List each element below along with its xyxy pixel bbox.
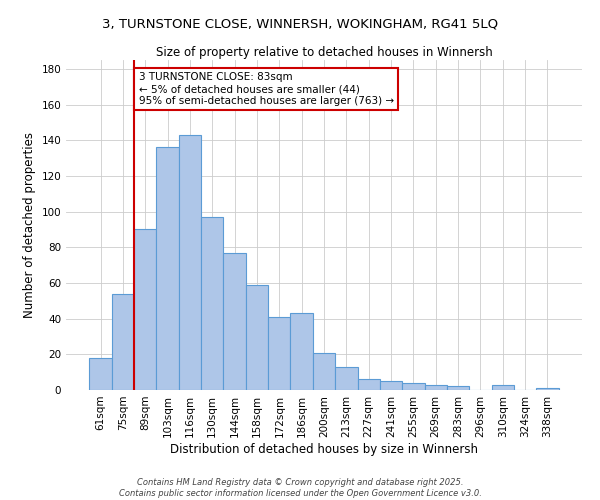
Bar bbox=[290, 314, 313, 390]
Bar bbox=[179, 135, 201, 390]
Bar bbox=[157, 148, 179, 390]
Bar bbox=[201, 217, 223, 390]
Bar bbox=[313, 352, 335, 390]
Bar bbox=[89, 358, 112, 390]
Bar bbox=[425, 384, 447, 390]
Bar bbox=[447, 386, 469, 390]
Bar bbox=[402, 383, 425, 390]
Text: 3 TURNSTONE CLOSE: 83sqm
← 5% of detached houses are smaller (44)
95% of semi-de: 3 TURNSTONE CLOSE: 83sqm ← 5% of detache… bbox=[139, 72, 394, 106]
Bar bbox=[112, 294, 134, 390]
Bar bbox=[335, 367, 358, 390]
X-axis label: Distribution of detached houses by size in Winnersh: Distribution of detached houses by size … bbox=[170, 442, 478, 456]
Bar bbox=[246, 285, 268, 390]
Text: 3, TURNSTONE CLOSE, WINNERSH, WOKINGHAM, RG41 5LQ: 3, TURNSTONE CLOSE, WINNERSH, WOKINGHAM,… bbox=[102, 18, 498, 30]
Bar bbox=[491, 384, 514, 390]
Title: Size of property relative to detached houses in Winnersh: Size of property relative to detached ho… bbox=[155, 46, 493, 59]
Bar bbox=[380, 381, 402, 390]
Text: Contains HM Land Registry data © Crown copyright and database right 2025.
Contai: Contains HM Land Registry data © Crown c… bbox=[119, 478, 481, 498]
Y-axis label: Number of detached properties: Number of detached properties bbox=[23, 132, 36, 318]
Bar bbox=[536, 388, 559, 390]
Bar bbox=[223, 252, 246, 390]
Bar bbox=[134, 230, 157, 390]
Bar bbox=[268, 317, 290, 390]
Bar bbox=[358, 380, 380, 390]
